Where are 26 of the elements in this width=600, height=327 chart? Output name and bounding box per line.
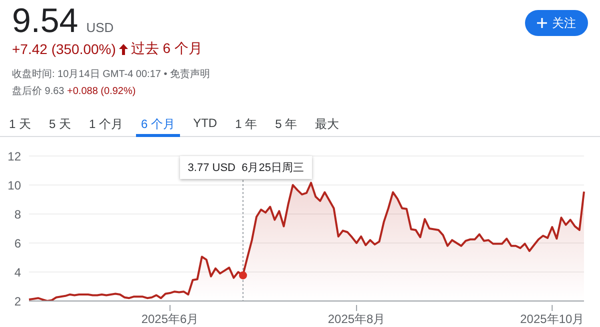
text: +0.088 (0.92%) <box>67 86 136 97</box>
text: 5 年 <box>274 116 298 133</box>
y-tick-label: 2 <box>14 294 22 308</box>
text: 5 天 <box>48 116 72 133</box>
x-tick-label: 2025年6月 <box>141 312 199 326</box>
y-tick-label: 12 <box>8 149 22 164</box>
x-tick-label: 2025年10月 <box>520 312 584 326</box>
text: 6 个月 <box>140 116 176 133</box>
text: 最大 <box>314 116 340 133</box>
y-tick-label: 10 <box>8 178 22 192</box>
text: +7.42 (350.00%) <box>12 41 116 57</box>
text: 1 个月 <box>88 116 124 133</box>
text: 收盘时间: 10月14日 GMT-4 00:17 • 免责声明 <box>12 68 210 81</box>
text: 过去 6 个月 <box>130 40 202 58</box>
text: 1 天 <box>8 116 32 133</box>
annotation: 3.77 USD 6月25日周三 <box>180 156 312 179</box>
x-tick-label: 2025年8月 <box>328 312 386 326</box>
y-tick-label: 8 <box>14 207 22 222</box>
text: YTD <box>192 115 218 132</box>
chart-title: 9.54 <box>12 2 78 41</box>
y-tick-label: 6 <box>14 236 22 250</box>
chart-subtitle: USD <box>86 20 114 35</box>
text: 盘后价 9.63 <box>12 86 64 97</box>
y-tick-label: 4 <box>14 265 22 280</box>
text: 1 年 <box>234 116 258 133</box>
text: 关注 <box>525 10 588 36</box>
